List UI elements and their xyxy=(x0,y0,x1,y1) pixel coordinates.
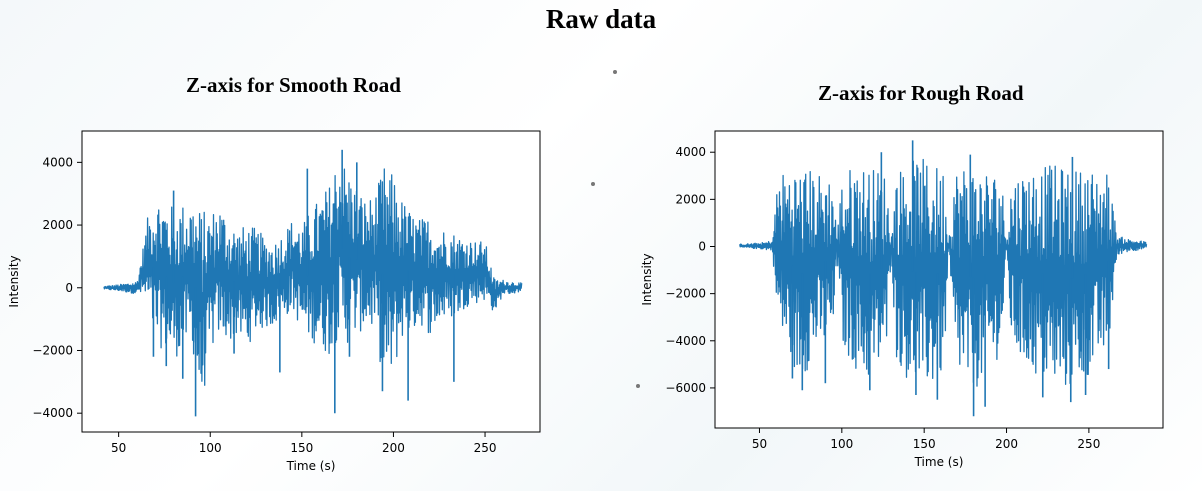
x-axis-label: Time (s) xyxy=(914,455,964,469)
y-tick-label: −4000 xyxy=(32,406,73,420)
y-axis-label: Intensity xyxy=(7,255,21,307)
series-line xyxy=(739,158,1148,387)
x-tick-label: 200 xyxy=(995,437,1018,451)
x-tick-label: 250 xyxy=(474,441,497,455)
x-tick-label: 100 xyxy=(830,437,853,451)
page-title: Raw data xyxy=(545,4,657,34)
y-axis-label: Intensity xyxy=(640,253,654,305)
y-tick-label: 0 xyxy=(698,240,706,254)
chart-title-smooth-road: Z-axis for Smooth Road xyxy=(186,73,401,97)
x-tick-label: 250 xyxy=(1077,437,1100,451)
x-tick-label: 150 xyxy=(290,441,313,455)
smooth-road-chart: 50 100 150 200 250 −4000 −2000 0 2000 4000 Time (s… xyxy=(7,130,541,473)
y-tick-label: 2000 xyxy=(675,192,706,206)
decorative-dot xyxy=(636,384,640,388)
x-tick-label: 150 xyxy=(913,437,936,451)
y-tick-label: −4000 xyxy=(665,334,706,348)
y-tick-label: 2000 xyxy=(42,218,73,232)
y-tick-label: −6000 xyxy=(665,381,706,395)
y-tick-label: 4000 xyxy=(675,145,706,159)
x-tick-label: 100 xyxy=(199,441,222,455)
y-tick-label: 0 xyxy=(65,281,73,295)
y-tick-label: −2000 xyxy=(665,287,706,301)
decorative-dot xyxy=(613,70,617,74)
x-tick-label: 50 xyxy=(111,441,126,455)
y-tick-label: 4000 xyxy=(42,155,73,169)
chart-title-rough-road: Z-axis for Rough Road xyxy=(818,81,1024,105)
x-tick-label: 200 xyxy=(382,441,405,455)
x-axis-label: Time (s) xyxy=(286,459,336,473)
decorative-dot xyxy=(591,182,595,186)
x-tick-label: 50 xyxy=(752,437,767,451)
y-tick-label: −2000 xyxy=(32,343,73,357)
